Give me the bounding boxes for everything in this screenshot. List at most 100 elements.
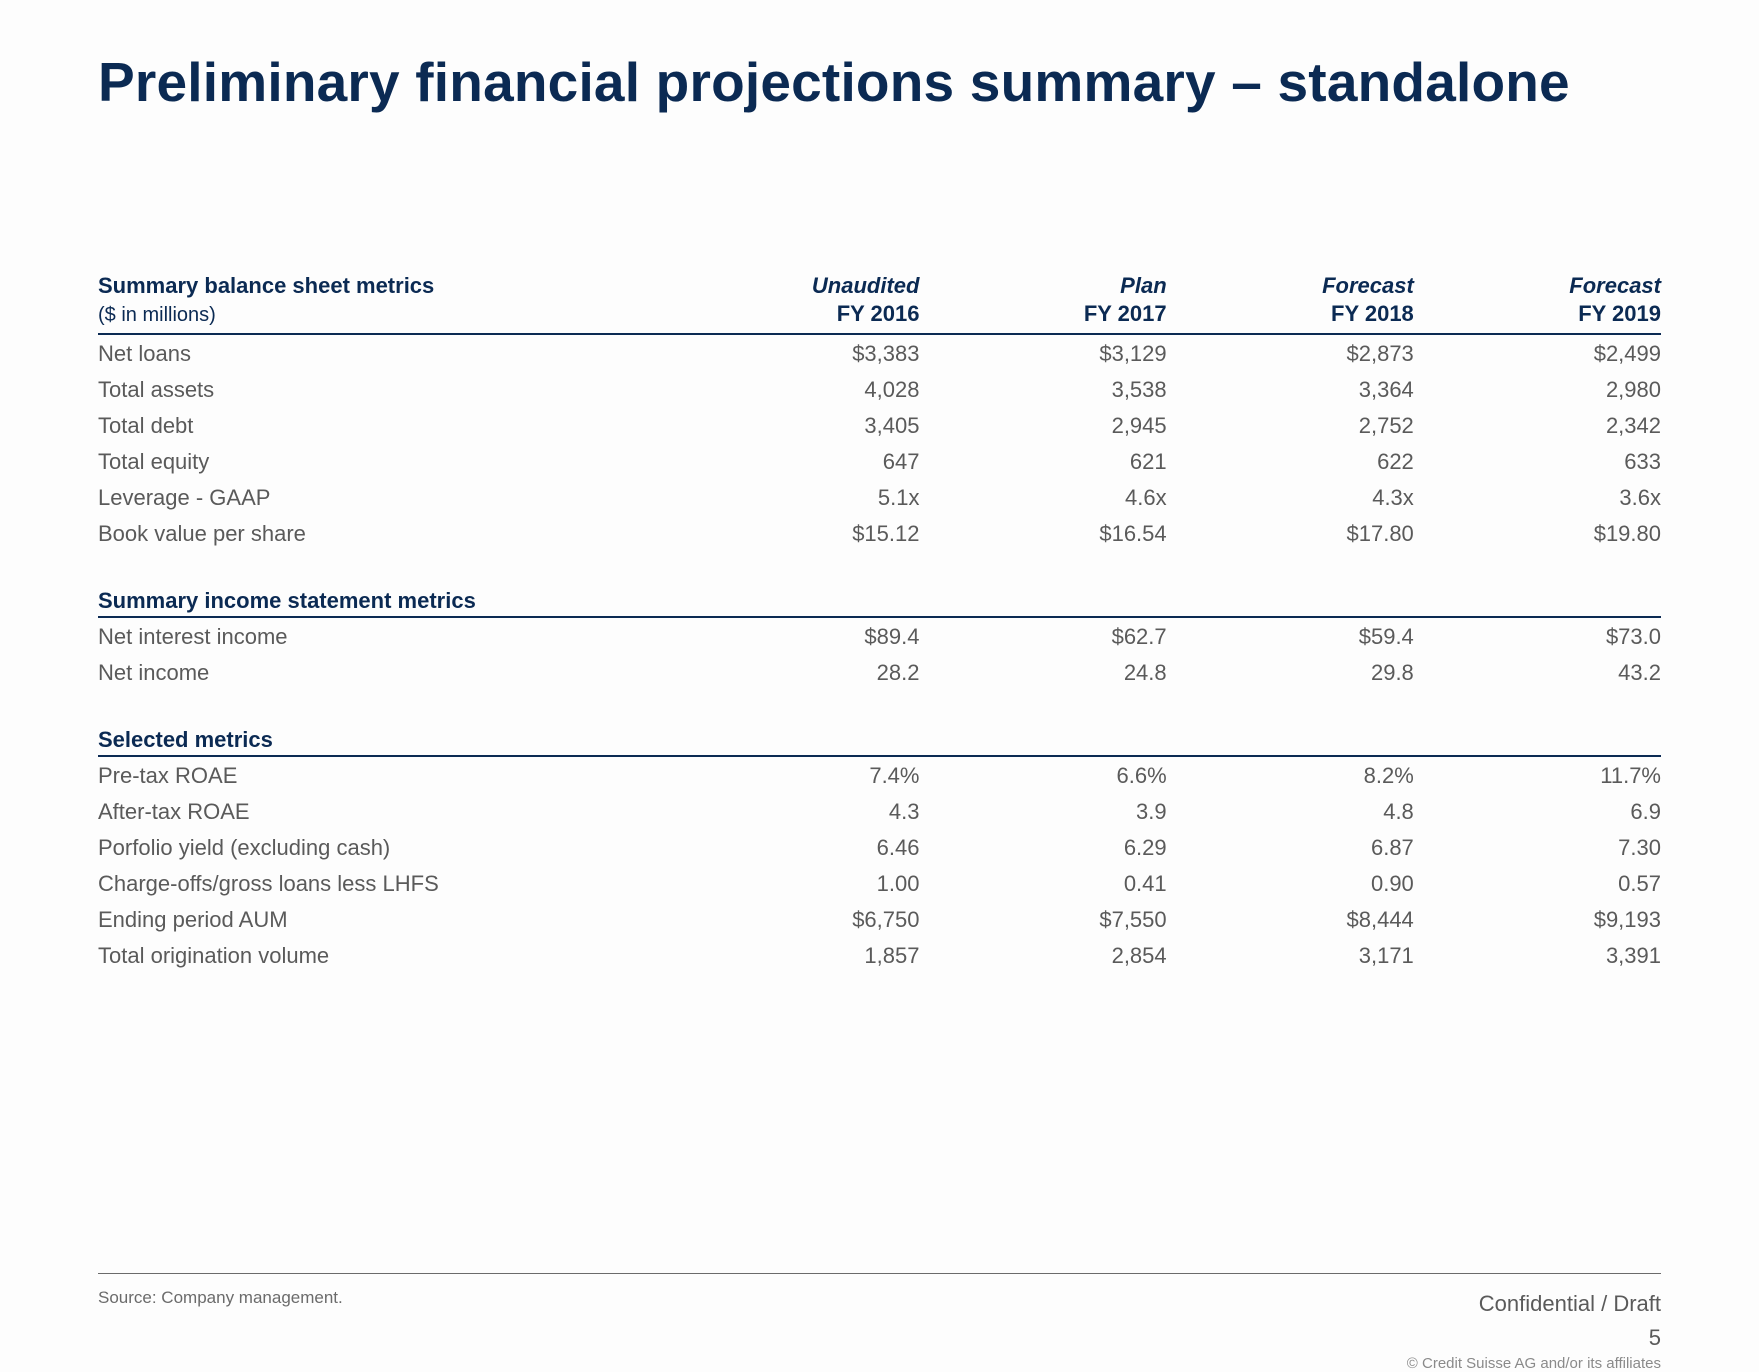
cell-value: 29.8 — [1167, 655, 1414, 691]
row-label: Ending period AUM — [98, 902, 672, 938]
row-label: Total debt — [98, 408, 672, 444]
cell-value: 3,538 — [919, 372, 1166, 408]
cell-value: 3,171 — [1167, 938, 1414, 974]
cell-value: $19.80 — [1414, 516, 1661, 552]
cell-value: 647 — [672, 444, 919, 480]
cell-value: 6.6% — [919, 758, 1166, 794]
financial-table: Summary balance sheet metricsUnauditedPl… — [98, 273, 1661, 974]
column-fy: FY 2018 — [1167, 301, 1414, 334]
cell-value: 0.57 — [1414, 866, 1661, 902]
cell-value: 0.90 — [1167, 866, 1414, 902]
column-fy: FY 2016 — [672, 301, 919, 334]
cell-value: 7.30 — [1414, 830, 1661, 866]
row-label: Total equity — [98, 444, 672, 480]
table-row: Book value per share$15.12$16.54$17.80$1… — [98, 516, 1661, 552]
cell-value: 2,752 — [1167, 408, 1414, 444]
cell-value: $2,499 — [1414, 336, 1661, 372]
table-row: Total origination volume1,8572,8543,1713… — [98, 938, 1661, 974]
table-row: Net income28.224.829.843.2 — [98, 655, 1661, 691]
cell-value: 2,342 — [1414, 408, 1661, 444]
cell-value: $3,383 — [672, 336, 919, 372]
table-row: Charge-offs/gross loans less LHFS1.000.4… — [98, 866, 1661, 902]
row-label: Pre-tax ROAE — [98, 758, 672, 794]
cell-value: 4.3 — [672, 794, 919, 830]
cell-value: 4.8 — [1167, 794, 1414, 830]
section-header: Selected metrics — [98, 691, 672, 756]
table-row: Total equity647621622633 — [98, 444, 1661, 480]
cell-value: 2,980 — [1414, 372, 1661, 408]
row-label: Leverage - GAAP — [98, 480, 672, 516]
cell-value: $17.80 — [1167, 516, 1414, 552]
slide: Preliminary financial projections summar… — [0, 0, 1759, 1356]
cell-value: $73.0 — [1414, 619, 1661, 655]
cell-value: 3,391 — [1414, 938, 1661, 974]
cell-value: 43.2 — [1414, 655, 1661, 691]
cell-value: 1.00 — [672, 866, 919, 902]
cell-value: 6.87 — [1167, 830, 1414, 866]
table-row: Porfolio yield (excluding cash)6.466.296… — [98, 830, 1661, 866]
table-row: Net interest income$89.4$62.7$59.4$73.0 — [98, 619, 1661, 655]
table-row: Ending period AUM$6,750$7,550$8,444$9,19… — [98, 902, 1661, 938]
row-label: Charge-offs/gross loans less LHFS — [98, 866, 672, 902]
section-header: Summary income statement metrics — [98, 552, 672, 617]
cell-value: 28.2 — [672, 655, 919, 691]
table-row: Net loans$3,383$3,129$2,873$2,499 — [98, 336, 1661, 372]
column-type — [1167, 691, 1414, 756]
table-row: After-tax ROAE4.33.94.86.9 — [98, 794, 1661, 830]
row-label: Net interest income — [98, 619, 672, 655]
column-type: Unaudited — [672, 273, 919, 301]
cell-value: 3,405 — [672, 408, 919, 444]
cell-value: 621 — [919, 444, 1166, 480]
cell-value: 3.9 — [919, 794, 1166, 830]
section-header: Summary balance sheet metrics — [98, 273, 672, 301]
cell-value: $16.54 — [919, 516, 1166, 552]
column-type: Forecast — [1414, 273, 1661, 301]
cell-value: $59.4 — [1167, 619, 1414, 655]
column-type: Plan — [919, 273, 1166, 301]
copyright: © Credit Suisse AG and/or its affiliates — [1407, 1355, 1661, 1372]
column-type — [1414, 691, 1661, 756]
page-number: 5 — [1649, 1325, 1661, 1351]
cell-value: 6.46 — [672, 830, 919, 866]
cell-value: 633 — [1414, 444, 1661, 480]
column-type — [1414, 552, 1661, 617]
footer: Source: Company management. Confidential… — [98, 1273, 1661, 1308]
cell-value: $3,129 — [919, 336, 1166, 372]
column-type — [919, 552, 1166, 617]
cell-value: 2,945 — [919, 408, 1166, 444]
cell-value: 3,364 — [1167, 372, 1414, 408]
cell-value: $9,193 — [1414, 902, 1661, 938]
row-label: Net income — [98, 655, 672, 691]
cell-value: 1,857 — [672, 938, 919, 974]
confidential-label: Confidential / Draft — [1479, 1291, 1661, 1317]
table-row: Leverage - GAAP5.1x4.6x4.3x3.6x — [98, 480, 1661, 516]
row-label: Total assets — [98, 372, 672, 408]
cell-value: 4.6x — [919, 480, 1166, 516]
column-type: Forecast — [1167, 273, 1414, 301]
cell-value: 622 — [1167, 444, 1414, 480]
page-title: Preliminary financial projections summar… — [98, 52, 1661, 113]
cell-value: 6.9 — [1414, 794, 1661, 830]
units-label: ($ in millions) — [98, 301, 672, 334]
cell-value: 4.3x — [1167, 480, 1414, 516]
column-type — [919, 691, 1166, 756]
cell-value: 8.2% — [1167, 758, 1414, 794]
cell-value: $6,750 — [672, 902, 919, 938]
table-row: Total assets4,0283,5383,3642,980 — [98, 372, 1661, 408]
cell-value: $89.4 — [672, 619, 919, 655]
cell-value: 11.7% — [1414, 758, 1661, 794]
cell-value: 6.29 — [919, 830, 1166, 866]
cell-value: 7.4% — [672, 758, 919, 794]
cell-value: 2,854 — [919, 938, 1166, 974]
cell-value: $8,444 — [1167, 902, 1414, 938]
cell-value: 4,028 — [672, 372, 919, 408]
row-label: Book value per share — [98, 516, 672, 552]
column-fy: FY 2017 — [919, 301, 1166, 334]
source-note: Source: Company management. — [98, 1288, 1661, 1308]
cell-value: 5.1x — [672, 480, 919, 516]
column-type — [1167, 552, 1414, 617]
cell-value: $7,550 — [919, 902, 1166, 938]
column-type — [672, 552, 919, 617]
cell-value: 0.41 — [919, 866, 1166, 902]
cell-value: 3.6x — [1414, 480, 1661, 516]
